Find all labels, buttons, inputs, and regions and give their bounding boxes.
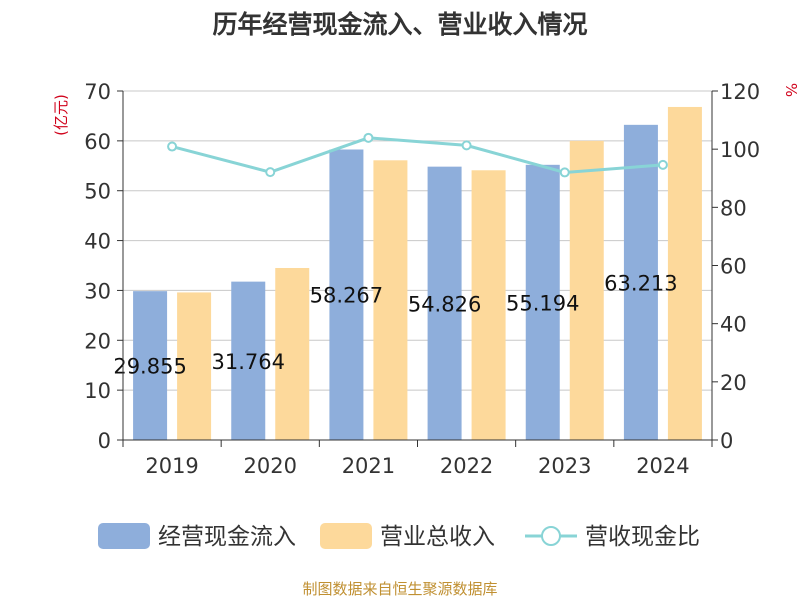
grid (123, 90, 712, 441)
ratio-point (363, 132, 374, 143)
right-tick-label: 0 (720, 429, 733, 453)
ratio-point (461, 140, 472, 151)
right-tick-label: 20 (720, 371, 747, 395)
legend-point-swatch (541, 526, 561, 546)
bar-cash-inflow (623, 124, 658, 440)
data-label: 63.213 (604, 271, 677, 295)
chart-title: 历年经营现金流入、营业收入情况 (212, 10, 587, 39)
bar-revenue (667, 106, 702, 440)
bar-cash-inflow (133, 291, 168, 440)
bar-cash-inflow (427, 166, 462, 440)
left-tick-label: 40 (84, 230, 111, 254)
ratio-line-path (171, 136, 664, 174)
bar-cash-inflow (525, 164, 560, 440)
left-tick-label: 70 (84, 80, 111, 104)
right-tick-label: 60 (720, 255, 747, 279)
ratio-point (167, 141, 178, 152)
x-tick-label: 2020 (244, 454, 297, 478)
right-tick-label: 80 (720, 196, 747, 220)
bar-cash-inflow (231, 281, 266, 440)
bar-revenue (471, 170, 506, 440)
data-label: 55.194 (506, 291, 579, 315)
bar-revenue (569, 140, 604, 440)
right-axis-unit: % (782, 83, 800, 97)
left-tick-label: 60 (84, 130, 111, 154)
bar-revenue (275, 267, 310, 440)
data-label: 31.764 (212, 350, 285, 374)
right-tick-label: 100 (720, 138, 760, 162)
left-tick-label: 20 (84, 329, 111, 353)
bar-cash-inflow (329, 149, 364, 441)
axes: 0 10 20 30 40 50 60 70 0 20 40 60 80 100 120 2019 2020 20… (84, 80, 760, 478)
legend: 经营现金流入 营业总收入 营收现金比 (98, 523, 700, 550)
x-tick-label: 2019 (145, 454, 198, 478)
data-label: 29.855 (113, 355, 186, 379)
bars (133, 106, 702, 441)
left-tick-label: 50 (84, 180, 111, 204)
legend-label: 营业总收入 (380, 524, 495, 550)
left-tick-label: 0 (98, 429, 111, 453)
x-tick-label: 2022 (440, 454, 493, 478)
left-axis-unit: (亿元) (52, 94, 70, 136)
x-tick-label: 2023 (538, 454, 591, 478)
ratio-point (265, 167, 276, 178)
x-tick-label: 2021 (342, 454, 395, 478)
x-tick-label: 2024 (636, 454, 689, 478)
legend-label: 营收现金比 (585, 524, 700, 550)
ratio-point (657, 159, 668, 170)
bar-revenue (177, 292, 212, 440)
legend-swatch (98, 523, 150, 549)
left-tick-label: 30 (84, 279, 111, 303)
ratio-line (167, 132, 668, 178)
legend-label: 经营现金流入 (158, 524, 296, 550)
right-tick-label: 40 (720, 313, 747, 337)
ratio-point (559, 167, 570, 178)
legend-swatch (320, 523, 372, 549)
data-label: 58.267 (310, 284, 383, 308)
right-tick-label: 120 (720, 80, 760, 104)
bar-revenue (373, 160, 408, 440)
left-tick-label: 10 (84, 379, 111, 403)
data-labels: 29.855 31.764 58.267 54.826 55.194 63.213 (113, 271, 677, 378)
source-note: 制图数据来自恒生聚源数据库 (302, 580, 497, 598)
data-label: 54.826 (408, 292, 481, 316)
